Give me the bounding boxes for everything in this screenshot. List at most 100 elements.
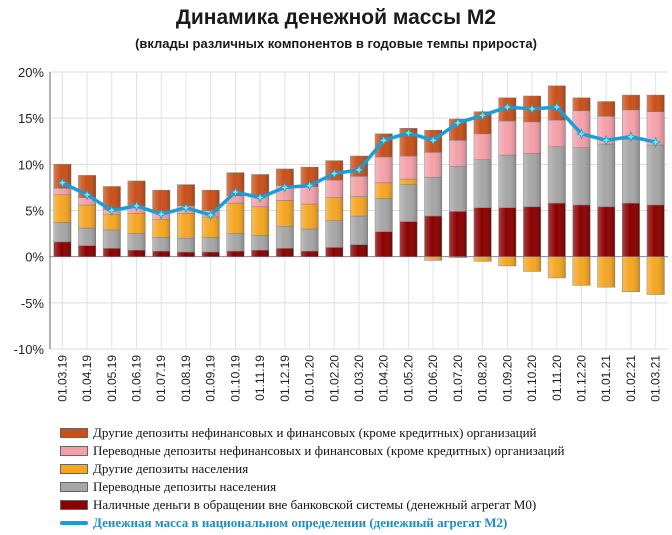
bar-segment-shade xyxy=(572,204,591,257)
bar-segment-shade xyxy=(78,228,96,246)
legend-swatch-transfer-household-deposits xyxy=(60,482,88,492)
bar-segment-shade xyxy=(226,251,245,257)
bar-segment-shade xyxy=(548,120,566,147)
bar-segment-shade xyxy=(53,241,72,257)
bar-segment-shade xyxy=(646,95,665,112)
bar-segment-shade xyxy=(202,237,220,253)
bar-segment-shade xyxy=(523,206,541,257)
legend-swatch-transfer-org-deposits xyxy=(60,446,88,456)
bar-segment-shade xyxy=(152,190,170,212)
bar-segment-shade xyxy=(202,216,220,238)
bar-segment-shade xyxy=(375,198,393,232)
bar-segment-shade xyxy=(449,256,467,258)
x-tick-label: 01.02.20 xyxy=(327,355,341,402)
line-point-m2 xyxy=(551,101,563,113)
bar-segment-shade xyxy=(375,182,393,199)
bar-segment-shade xyxy=(473,133,492,160)
legend-label: Переводные депозиты населения xyxy=(93,479,277,494)
bar-segment-shade xyxy=(350,244,368,257)
line-point-m2 xyxy=(402,127,415,139)
bar-segment-shade xyxy=(622,95,640,110)
x-tick-label: 01.09.19 xyxy=(204,355,218,402)
bar-segment-shade xyxy=(300,228,319,252)
bar-segment-shade xyxy=(473,159,492,208)
bar-segment-shade xyxy=(276,248,294,257)
line-point-m2 xyxy=(254,191,266,204)
line-point-m2 xyxy=(303,179,316,192)
line-point-m2 xyxy=(56,177,68,189)
bar-segment-shade xyxy=(127,250,146,257)
bar-segment-shade xyxy=(572,147,591,205)
bar-segment-shade xyxy=(152,219,170,238)
x-tick-label: 01.02.21 xyxy=(624,355,638,402)
line-point-m2 xyxy=(205,209,217,221)
bar-segment-shade xyxy=(473,207,492,257)
y-tick-label: 20% xyxy=(18,65,44,80)
x-tick-label: 01.12.20 xyxy=(574,355,588,402)
bar-segment-shade xyxy=(375,231,393,257)
bar-segment-shade xyxy=(103,248,121,257)
bar-segment-shade xyxy=(325,247,343,257)
x-tick-label: 01.11.20 xyxy=(550,355,564,401)
line-point-m2 xyxy=(600,134,612,146)
bar-segment-shade xyxy=(53,188,72,195)
line-point-m2 xyxy=(229,186,241,198)
bar-segment-shade xyxy=(78,204,96,229)
x-tick-label: 01.01.21 xyxy=(599,355,613,402)
bar-segment-shade xyxy=(276,168,294,186)
bar-segment-shade xyxy=(597,256,615,288)
bar-segment-shade xyxy=(597,116,615,145)
bar-segment-shade xyxy=(276,226,294,249)
legend-label: Другие депозиты нефинансовых и финансовы… xyxy=(93,425,537,440)
bar-segment-shade xyxy=(572,256,591,286)
bar-segment-shade xyxy=(226,172,245,196)
bar-segment-shade xyxy=(646,111,665,145)
bar-segment-shade xyxy=(350,176,368,197)
legend-swatch-other-household-deposits xyxy=(60,464,88,474)
line-point-m2 xyxy=(575,128,588,140)
bar-segment-shade xyxy=(548,256,566,278)
bar-segment-shade xyxy=(202,190,220,211)
bar-segment-shade xyxy=(548,203,566,257)
bar-segment-shade xyxy=(251,206,269,236)
line-point-m2 xyxy=(106,204,118,217)
y-tick-label: -10% xyxy=(14,342,45,357)
bar-segment-shade xyxy=(523,153,541,207)
line-point-m2 xyxy=(526,103,538,115)
bar-segment-shade xyxy=(300,186,319,205)
bar-segment-shade xyxy=(424,216,442,257)
y-tick-label: 15% xyxy=(18,111,44,126)
x-tick-label: 01.06.19 xyxy=(130,355,144,402)
bar-segment-shade xyxy=(177,184,195,206)
line-point-m2 xyxy=(81,189,93,201)
bar-segment-shade xyxy=(226,203,245,234)
x-tick-label: 01.04.20 xyxy=(377,355,391,402)
bar-segment-shade xyxy=(424,256,442,261)
bar-segment-shade xyxy=(498,207,516,257)
legend-label: Наличные деньги в обращении вне банковск… xyxy=(93,497,537,512)
bar-segment-shade xyxy=(646,144,665,205)
bar-segment-shade xyxy=(300,251,319,257)
bar-segment-shade xyxy=(251,235,269,251)
bar-segment-shade xyxy=(597,206,615,257)
bar-segment-shade xyxy=(622,139,640,204)
x-tick-label: 01.07.20 xyxy=(451,355,465,402)
bar-segment-shade xyxy=(78,197,96,205)
x-tick-label: 01.01.20 xyxy=(303,355,317,402)
bar-segment-shade xyxy=(202,252,220,257)
bar-segment-shade xyxy=(399,184,418,222)
bar-segment-shade xyxy=(152,237,170,252)
x-tick-label: 01.11.19 xyxy=(253,355,267,401)
bar-segment-shade xyxy=(548,146,566,204)
bar-segment-shade xyxy=(103,229,121,249)
bar-segment-shade xyxy=(325,220,343,248)
x-tick-label: 01.06.20 xyxy=(426,355,440,402)
bar-segment-shade xyxy=(53,222,72,242)
bar-segment-shade xyxy=(78,245,96,257)
bar-segment-shade xyxy=(103,214,121,230)
bar-segment-shade xyxy=(498,256,516,266)
bar-segment-shade xyxy=(597,144,615,207)
legend-swatch-cash-m0 xyxy=(60,500,88,510)
bar-segment-shade xyxy=(53,194,72,223)
x-tick-label: 01.10.20 xyxy=(525,355,539,402)
